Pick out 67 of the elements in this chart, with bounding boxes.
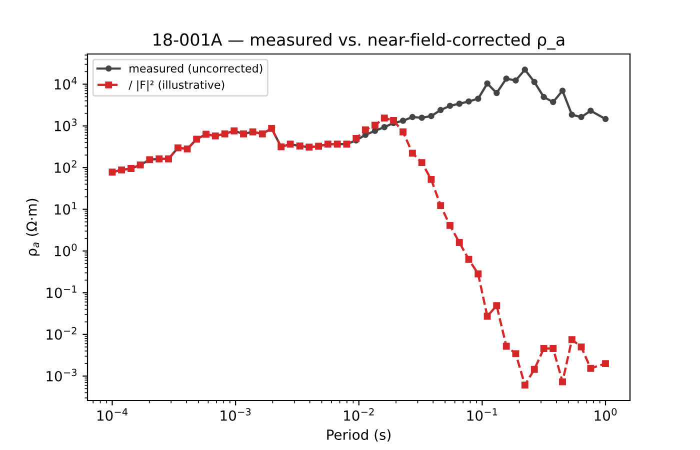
point: [437, 106, 444, 114]
chart-title: 18-001A — measured vs. near-field-corrected ρ_a: [154, 33, 564, 50]
point: [588, 108, 594, 114]
x-tick-label: 10$^{−4}$: [97, 408, 128, 421]
point: [371, 122, 378, 129]
point: [418, 114, 425, 121]
point: [484, 80, 490, 87]
legend-label: / |F|² (illustrative): [128, 80, 224, 92]
point: [559, 88, 566, 94]
point: [521, 382, 528, 389]
point: [465, 256, 472, 263]
point: [390, 116, 397, 124]
point: [446, 102, 454, 109]
point: [503, 76, 510, 82]
point: [362, 126, 369, 134]
point: [466, 98, 472, 105]
point: [400, 118, 406, 124]
point: [559, 378, 566, 386]
point: [550, 98, 556, 106]
point: [578, 114, 584, 120]
legend-label: measured (uncorrected): [130, 64, 262, 74]
point: [456, 100, 462, 107]
x-tick-label: 10$^{−1}$: [467, 408, 498, 421]
point: [494, 90, 500, 96]
y-tick-label: 10$^{4}$: [54, 76, 77, 90]
point: [540, 94, 547, 100]
point: [522, 66, 528, 73]
point: [418, 159, 426, 166]
point: [484, 312, 491, 320]
y-tick-label: 10$^{−3}$: [46, 368, 76, 382]
y-tick-label: 10$^{2}$: [54, 160, 76, 173]
point: [372, 128, 378, 134]
point: [428, 176, 435, 183]
point: [531, 78, 538, 86]
point: [587, 364, 594, 372]
point: [446, 222, 454, 229]
y-tick-label: 10$^{−2}$: [46, 327, 76, 340]
point: [475, 96, 482, 102]
point: [512, 77, 519, 84]
x-axis-title: Period (s): [327, 429, 390, 442]
y-tick-label: 10$^{−1}$: [46, 285, 76, 298]
point: [380, 114, 388, 122]
point: [568, 112, 576, 118]
point: [568, 336, 576, 344]
y-tick-label: 10$^{1}$: [54, 202, 76, 215]
point: [456, 239, 463, 246]
point: [530, 366, 538, 373]
point: [493, 302, 500, 310]
x-tick-label: 10$^{0}$: [594, 408, 617, 421]
y-axis-title: ρ$_{a}$ (Ω·m): [26, 198, 40, 256]
point: [512, 350, 520, 358]
y-tick-label: 10$^{0}$: [54, 244, 77, 256]
point: [428, 112, 434, 120]
point: [381, 124, 388, 130]
x-tick-label: 10$^{−3}$: [220, 408, 251, 421]
point: [578, 343, 585, 350]
point: [409, 114, 416, 120]
point: [408, 150, 416, 157]
point: [550, 344, 557, 352]
point: [437, 202, 444, 210]
point: [474, 270, 482, 278]
point: [540, 344, 548, 352]
point: [352, 134, 360, 142]
point: [400, 128, 406, 136]
y-tick-label: 10$^{3}$: [54, 118, 77, 132]
point: [502, 342, 510, 350]
x-tick-label: 10$^{−2}$: [344, 408, 374, 421]
